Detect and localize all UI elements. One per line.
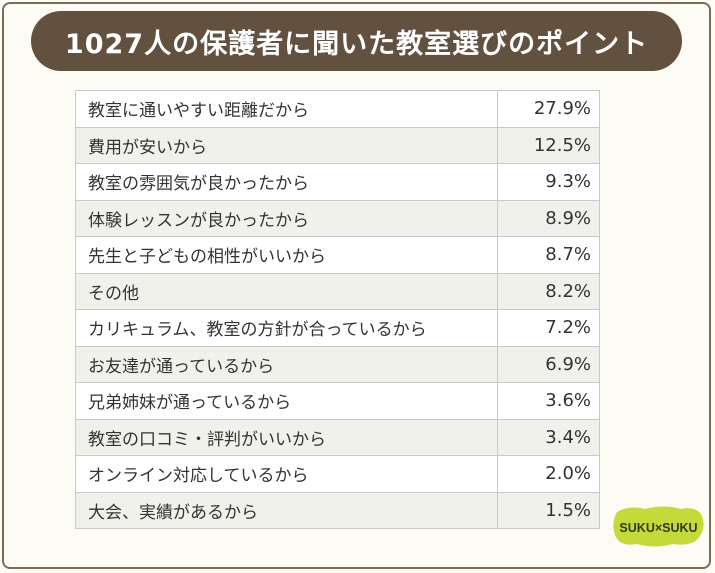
row-label: 教室の雰囲気が良かったから — [74, 163, 499, 201]
table-row: 大会、実績があるから 1.5% — [74, 491, 600, 529]
table-row: オンライン対応しているから 2.0% — [74, 455, 600, 493]
table-row: 教室の口コミ・評判がいいから 3.4% — [74, 418, 600, 456]
table-row: 体験レッスンが良かったから 8.9% — [74, 199, 600, 237]
row-value: 2.0% — [497, 455, 600, 493]
ranking-table-body: 教室に通いやすい距離だから 27.9% 費用が安いから 12.5% 教室の雰囲気が良かっ… — [74, 90, 600, 529]
ranking-table: 教室に通いやすい距離だから 27.9% 費用が安いから 12.5% 教室の雰囲気が良かっ… — [74, 90, 600, 529]
row-value: 7.2% — [497, 309, 600, 347]
row-value: 27.9% — [497, 90, 600, 128]
row-label: その他 — [74, 272, 499, 310]
row-value: 8.2% — [497, 272, 600, 310]
row-label: 体験レッスンが良かったから — [74, 199, 499, 237]
row-value: 3.6% — [497, 382, 600, 420]
table-row: 先生と子どもの相性がいいから 8.7% — [74, 236, 600, 274]
row-label: 教室の口コミ・評判がいいから — [74, 418, 499, 456]
sukusuku-logo: SUKU×SUKU — [613, 506, 704, 547]
chart-title: 1027人の保護者に聞いた教室選びのポイント — [31, 11, 682, 71]
row-value: 6.9% — [497, 345, 600, 383]
table-row: 教室の雰囲気が良かったから 9.3% — [74, 163, 600, 201]
table-row: お友達が通っているから 6.9% — [74, 345, 600, 383]
row-value: 12.5% — [497, 126, 600, 164]
logo-text: SUKU×SUKU — [619, 521, 697, 535]
row-value: 3.4% — [497, 418, 600, 456]
row-label: 兄弟姉妹が通っているから — [74, 382, 499, 420]
row-value: 8.7% — [497, 236, 600, 274]
row-label: オンライン対応しているから — [74, 455, 499, 493]
table-row: カリキュラム、教室の方針が合っているから 7.2% — [74, 309, 600, 347]
row-label: カリキュラム、教室の方針が合っているから — [74, 309, 499, 347]
row-label: 大会、実績があるから — [74, 491, 499, 529]
table-row: 費用が安いから 12.5% — [74, 126, 600, 164]
row-value: 8.9% — [497, 199, 600, 237]
row-value: 1.5% — [497, 491, 600, 529]
row-label: 費用が安いから — [74, 126, 499, 164]
table-row: その他 8.2% — [74, 272, 600, 310]
row-label: 先生と子どもの相性がいいから — [74, 236, 499, 274]
row-label: お友達が通っているから — [74, 345, 499, 383]
table-row: 教室に通いやすい距離だから 27.9% — [74, 90, 600, 128]
row-value: 9.3% — [497, 163, 600, 201]
row-label: 教室に通いやすい距離だから — [74, 90, 499, 128]
table-row: 兄弟姉妹が通っているから 3.6% — [74, 382, 600, 420]
